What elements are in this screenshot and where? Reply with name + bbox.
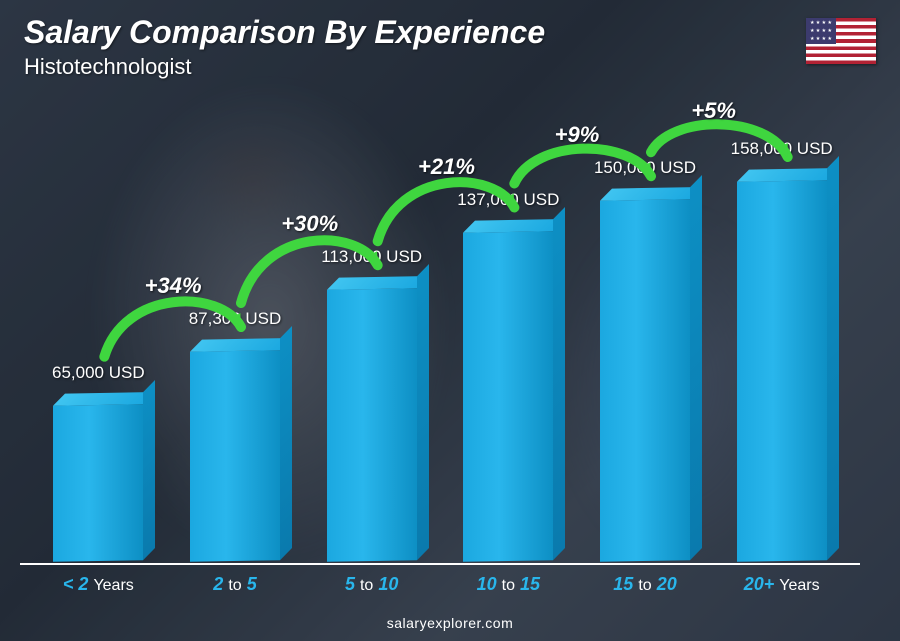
bar-category-label: < 2 Years — [43, 574, 153, 595]
bar-value-label: 150,000 USD — [594, 158, 696, 178]
increase-pct-label: +30% — [281, 211, 338, 237]
bar-category-label: 2 to 5 — [180, 574, 290, 595]
chart-baseline — [20, 563, 860, 565]
bar-category-label: 5 to 10 — [317, 574, 427, 595]
bar-front-face — [737, 180, 827, 562]
bar-side-face — [553, 207, 565, 561]
bar-front-face — [600, 199, 690, 561]
bar-category-label: 10 to 15 — [453, 574, 563, 595]
infographic-content: Salary Comparison By Experience Histotec… — [0, 0, 900, 641]
increase-pct-label: +5% — [691, 98, 736, 124]
increase-pct-label: +9% — [555, 122, 600, 148]
bar-chart: 65,000 USD< 2 Years87,300 USD2 to 5113,0… — [30, 100, 850, 561]
bar-group: 87,300 USD2 to 5 — [180, 100, 290, 561]
bar-group: 65,000 USD< 2 Years — [43, 100, 153, 561]
page-subtitle: Histotechnologist — [24, 54, 192, 80]
bar-category-label: 15 to 20 — [590, 574, 700, 595]
bar-front-face — [53, 404, 143, 562]
bar — [463, 231, 553, 562]
bar-value-label: 87,300 USD — [189, 309, 282, 329]
bar-category-label: 20+ Years — [727, 574, 837, 595]
increase-pct-label: +34% — [145, 273, 202, 299]
bar — [737, 180, 827, 562]
bar-value-label: 65,000 USD — [52, 363, 145, 383]
bar-side-face — [690, 175, 702, 560]
bar-group: 113,000 USD5 to 10 — [317, 100, 427, 561]
bar-group: 150,000 USD15 to 20 — [590, 100, 700, 561]
bar-front-face — [190, 350, 280, 562]
footer-source: salaryexplorer.com — [0, 615, 900, 631]
bar-side-face — [280, 326, 292, 560]
bar-side-face — [417, 264, 429, 560]
page-title: Salary Comparison By Experience — [24, 14, 545, 51]
bar-front-face — [327, 288, 417, 561]
bar — [600, 199, 690, 561]
bar-front-face — [463, 231, 553, 562]
increase-pct-label: +21% — [418, 154, 475, 180]
us-flag-icon — [806, 18, 876, 64]
bar — [53, 404, 143, 562]
bar-top-face — [463, 219, 565, 233]
bar — [190, 350, 280, 562]
bar — [327, 288, 417, 561]
bar-value-label: 158,000 USD — [731, 139, 833, 159]
bar-side-face — [143, 380, 155, 561]
bar-group: 158,000 USD20+ Years — [727, 100, 837, 561]
bar-side-face — [827, 156, 839, 560]
bar-value-label: 137,000 USD — [457, 190, 559, 210]
bar-value-label: 113,000 USD — [321, 247, 422, 267]
